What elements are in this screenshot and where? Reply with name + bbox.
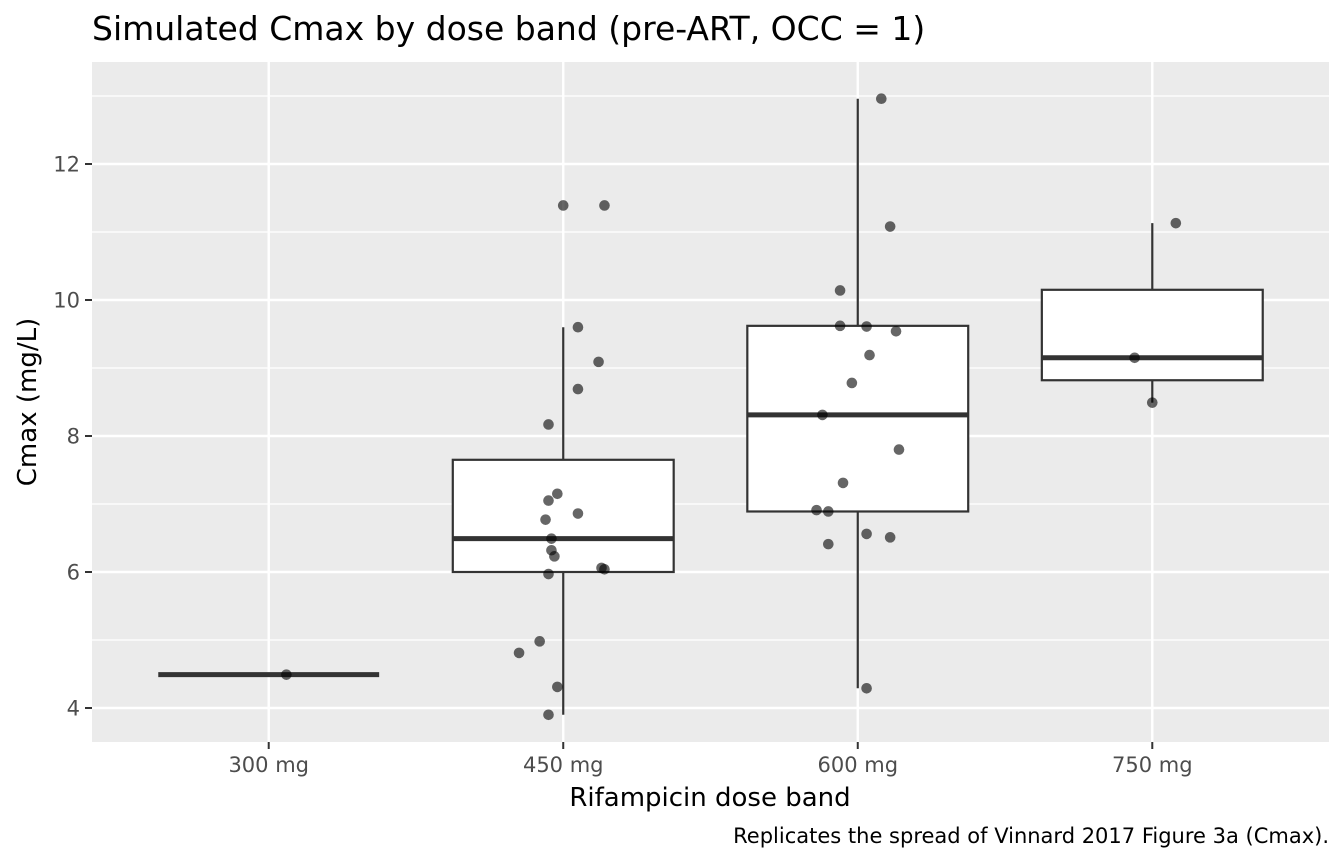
- y-tick-label: 10: [53, 289, 80, 313]
- y-tick-label: 12: [53, 153, 80, 177]
- data-point: [864, 349, 875, 361]
- chart-caption: Replicates the spread of Vinnard 2017 Fi…: [733, 824, 1329, 848]
- data-point: [1129, 352, 1140, 364]
- data-point: [543, 709, 554, 721]
- data-point: [884, 221, 896, 232]
- data-point: [811, 504, 822, 516]
- chart-title: Simulated Cmax by dose band (pre-ART, OC…: [92, 9, 925, 48]
- data-point: [861, 528, 872, 540]
- data-point: [861, 321, 872, 332]
- data-point: [543, 495, 554, 506]
- x-axis-ticks: 300 mg 450 mg 600 mg 750 mg: [228, 742, 1193, 777]
- y-tick-label: 8: [67, 425, 80, 449]
- data-point: [543, 568, 554, 580]
- data-point: [837, 477, 849, 489]
- data-point: [876, 93, 887, 105]
- x-axis-title: Rifampicin dose band: [569, 783, 850, 813]
- x-tick-label: 600 mg: [817, 753, 898, 777]
- data-point: [823, 538, 834, 550]
- data-point: [513, 647, 525, 659]
- data-point: [846, 377, 858, 389]
- x-tick-label: 750 mg: [1112, 753, 1193, 777]
- data-point: [593, 356, 604, 368]
- data-point: [890, 325, 902, 337]
- data-point: [549, 551, 560, 562]
- data-point: [893, 444, 905, 455]
- boxplot-600-mg: [746, 98, 970, 689]
- data-point: [599, 200, 610, 211]
- data-point: [281, 669, 292, 680]
- boxplot-450-mg: [451, 327, 675, 715]
- data-point: [1170, 217, 1182, 229]
- data-point: [823, 506, 834, 517]
- box-iqr: [746, 324, 970, 513]
- data-point: [557, 200, 569, 211]
- data-point: [599, 563, 610, 575]
- box-iqr: [451, 458, 675, 574]
- data-points: [281, 93, 1182, 721]
- data-point: [552, 681, 563, 693]
- y-tick-label: 4: [67, 697, 80, 721]
- x-tick-label: 300 mg: [228, 753, 309, 777]
- data-point: [552, 488, 563, 500]
- data-point: [572, 508, 584, 519]
- y-tick-label: 6: [67, 561, 80, 585]
- data-point: [572, 321, 584, 333]
- y-axis-ticks: 4 6 8 10 12: [53, 153, 92, 721]
- y-axis-title: Cmax (mg/L): [13, 318, 43, 486]
- data-point: [543, 419, 554, 430]
- data-point: [884, 532, 896, 543]
- plot-panel: [92, 62, 1329, 742]
- data-point: [572, 383, 584, 395]
- data-point: [546, 533, 557, 544]
- data-point: [834, 320, 846, 332]
- data-point: [834, 285, 846, 296]
- boxplot-750-mg: [1040, 223, 1264, 403]
- data-point: [861, 682, 872, 694]
- data-point: [817, 409, 828, 421]
- boxplots: [158, 98, 1264, 715]
- data-point: [534, 636, 545, 647]
- data-point: [540, 514, 551, 525]
- data-point: [1146, 397, 1158, 408]
- x-tick-label: 450 mg: [523, 753, 604, 777]
- box-iqr: [1040, 288, 1264, 382]
